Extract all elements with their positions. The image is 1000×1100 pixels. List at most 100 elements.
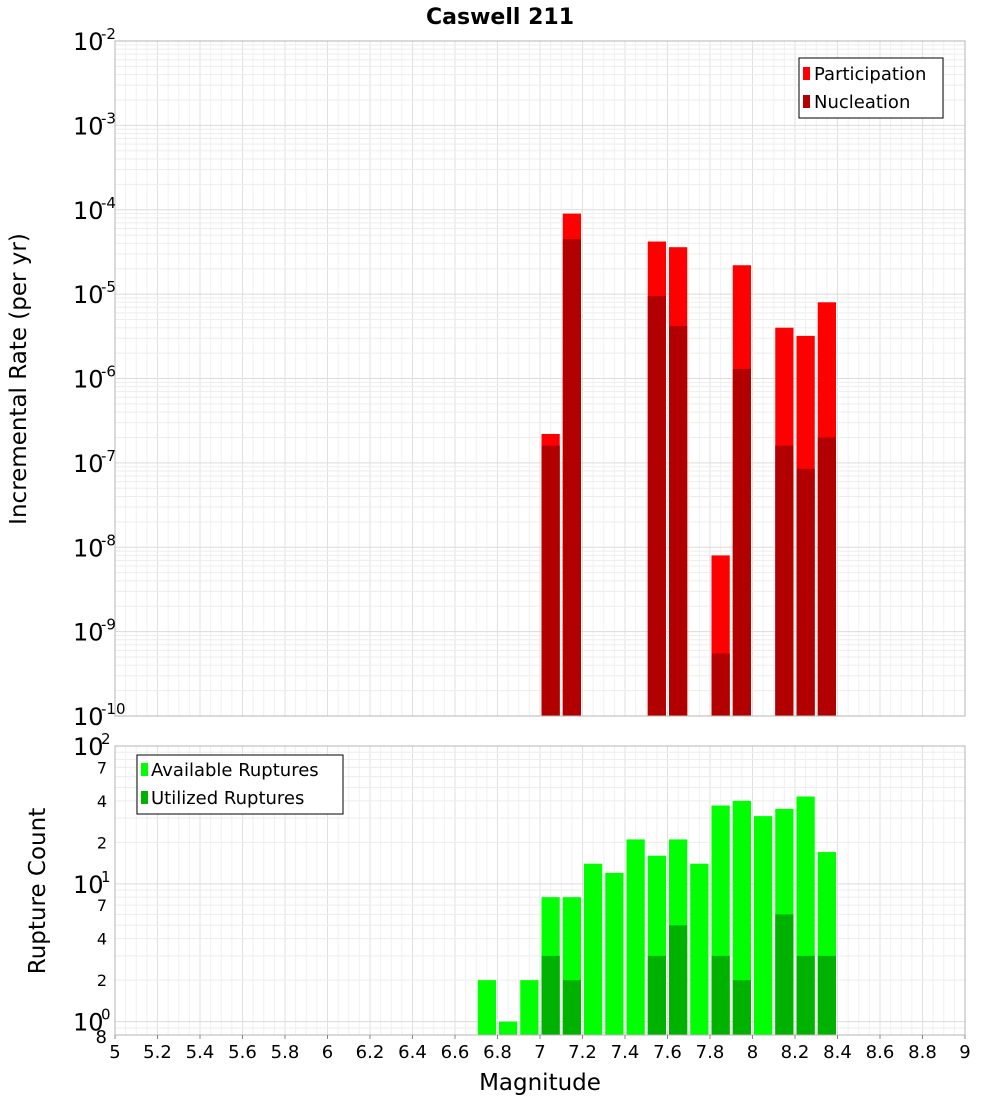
count-bar-b (541, 955, 560, 1035)
y-tick-label-exponent: -3 (101, 109, 116, 127)
y-tick-label-exponent: -8 (101, 531, 116, 549)
x-tick-label: 6.2 (356, 1042, 385, 1063)
y-tick-label-base: 10 (73, 197, 104, 225)
y-tick-label-base: 10 (73, 112, 104, 140)
count-bar-b (711, 955, 730, 1035)
count-bar-a (520, 980, 539, 1035)
y-tick-label-exponent: -5 (101, 278, 116, 296)
y-tick-label-exponent: 1 (101, 868, 111, 886)
count-bar-b (732, 980, 751, 1035)
rate-bar-b (562, 239, 581, 716)
legend-swatch-participation (803, 67, 810, 80)
bottom-y-axis-label: Rupture Count (25, 808, 51, 974)
x-tick-label: 8.4 (823, 1042, 852, 1063)
x-tick-label: 9 (959, 1042, 970, 1063)
y-tick-label-exponent: -2 (101, 25, 116, 43)
y-tick-label-exponent: 2 (101, 730, 111, 748)
y-tick-label-base: 10 (73, 281, 104, 309)
x-tick-label: 6.6 (441, 1042, 470, 1063)
rate-bar-b (775, 445, 794, 716)
x-tick-label: 7.4 (611, 1042, 640, 1063)
y-tick-label-minor: 7 (97, 896, 107, 915)
x-tick-label: 8.2 (781, 1042, 810, 1063)
top-plot-frame (114, 40, 966, 717)
rate-bar-b (669, 325, 688, 716)
top-grid (114, 41, 966, 717)
bottom-legend-box (136, 754, 344, 815)
x-tick-label: 8 (747, 1042, 758, 1063)
y-tick-label-base: 10 (73, 619, 104, 647)
count-bar-a (754, 816, 773, 1035)
x-tick-label: 6.4 (398, 1042, 427, 1063)
count-bar-a (732, 800, 751, 1035)
y-tick-label-base: 10 (73, 450, 104, 478)
legend-label-available: Available Ruptures (151, 760, 319, 781)
legend-label-participation: Participation (814, 64, 926, 85)
y-tick-label-base: 10 (73, 733, 104, 761)
y-tick-label-minor: 7 (97, 758, 107, 777)
y-tick-label-base: 10 (73, 1009, 104, 1037)
y-tick-label-base: 10 (73, 703, 104, 731)
count-bar-b (669, 925, 688, 1035)
rate-bar-b (732, 368, 751, 716)
y-tick-label-exponent: -7 (101, 447, 116, 465)
y-tick-label-exponent: -6 (101, 363, 116, 381)
count-bar-b (647, 955, 666, 1035)
count-bar-b (562, 980, 581, 1035)
y-tick-label-minor: 4 (97, 792, 107, 811)
bottom-bars (477, 796, 836, 1035)
legend-swatch-utilized (141, 791, 148, 804)
y-tick-label-exponent: -9 (101, 616, 116, 634)
rate-bar-b (796, 468, 815, 716)
y-tick-label-exponent: -10 (101, 700, 126, 718)
x-tick-label: 5 (109, 1042, 120, 1063)
y-tick-label-minor: 8 (96, 1027, 107, 1048)
y-tick-label-base: 10 (73, 366, 104, 394)
y-tick-label-base: 10 (73, 28, 104, 56)
count-bar-a (626, 839, 645, 1035)
top-legend: Participation Nucleation (798, 57, 944, 119)
x-tick-label: 7 (534, 1042, 545, 1063)
y-tick-label-base: 10 (73, 534, 104, 562)
count-bar-a (584, 863, 603, 1035)
y-tick-label-exponent: -4 (101, 194, 116, 212)
x-ticks: 5 5.2 5.4 5.6 5.8 6 6.2 6.4 6.6 6.8 7 7.2 7.4 7.6 7.8 8… (109, 1035, 971, 1063)
x-tick-label: 5.8 (271, 1042, 300, 1063)
count-bar-b (796, 955, 815, 1035)
y-tick-label-minor: 2 (97, 971, 107, 990)
count-bar-a (690, 863, 709, 1035)
top-y-axis-label: Incremental Rate (per yr) (6, 233, 32, 525)
chart-title: Caswell 211 (426, 5, 574, 30)
bottom-legend: Available Ruptures Utilized Ruptures (136, 754, 344, 815)
x-tick-label: 5.6 (228, 1042, 257, 1063)
x-tick-label: 8.8 (908, 1042, 937, 1063)
y-tick-label-minor: 2 (97, 833, 107, 852)
rate-bar-b (817, 437, 836, 716)
rate-bar-b (647, 296, 666, 716)
y-tick-label-minor: 4 (97, 930, 107, 949)
count-bar-a (499, 1021, 518, 1035)
legend-label-nucleation: Nucleation (814, 92, 910, 113)
legend-label-utilized: Utilized Ruptures (151, 788, 304, 809)
legend-swatch-available (141, 763, 148, 776)
top-legend-box (798, 57, 944, 119)
rate-bar-b (541, 445, 560, 716)
x-tick-label: 6.8 (483, 1042, 512, 1063)
rate-bar-b (711, 653, 730, 716)
x-tick-label: 7.2 (568, 1042, 597, 1063)
count-bar-b (775, 914, 794, 1035)
count-bar-a (477, 980, 496, 1035)
x-tick-label: 6 (322, 1042, 333, 1063)
legend-swatch-nucleation (803, 95, 810, 108)
x-tick-label: 5.4 (186, 1042, 215, 1063)
x-tick-label: 8.6 (866, 1042, 895, 1063)
count-bar-a (605, 872, 624, 1035)
x-tick-label: 7.8 (696, 1042, 725, 1063)
count-bar-b (817, 955, 836, 1035)
x-axis-label: Magnitude (479, 1070, 601, 1096)
